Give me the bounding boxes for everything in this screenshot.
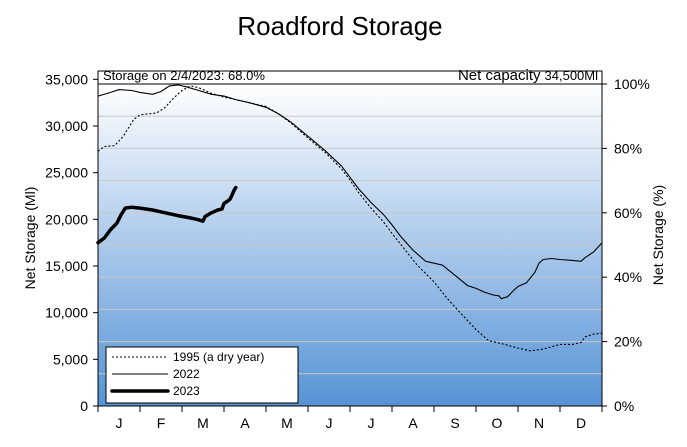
- legend-label: 2022: [173, 367, 200, 381]
- capacity-label: Net capacity: [458, 67, 541, 84]
- y-axis-label-left: Net Storage (Ml): [22, 187, 38, 290]
- chart-title: Roadford Storage: [237, 11, 442, 41]
- y-right-tick-label: 60%: [614, 205, 642, 221]
- y-axis-left: 0 5,000 10,000 15,000 20,000 25,000 30,000 35,0…: [45, 71, 98, 414]
- y-tick-label: 10,000: [45, 305, 88, 321]
- y-tick-label: 35,000: [45, 71, 88, 87]
- y-tick-label: 25,000: [45, 165, 88, 181]
- x-tick-label: F: [157, 415, 166, 431]
- y-tick-label: 0: [80, 398, 88, 414]
- y-right-tick-label: 40%: [614, 269, 642, 285]
- x-tick-label: S: [450, 415, 459, 431]
- x-tick-label: A: [240, 415, 250, 431]
- x-tick-label: N: [534, 415, 544, 431]
- y-axis-right: 0% 20% 40% 60% 80% 100%: [602, 76, 650, 414]
- legend: 1995 (a dry year) 2022 2023: [105, 346, 299, 404]
- x-tick-label: J: [326, 415, 333, 431]
- x-tick-label: M: [281, 415, 293, 431]
- x-tick-label: D: [576, 415, 586, 431]
- series-group: [96, 84, 603, 352]
- legend-label: 2023: [173, 384, 200, 398]
- storage-annotation: Storage on 2/4/2023: 68.0%: [103, 68, 265, 83]
- series-line: [97, 84, 603, 300]
- y-tick-label: 30,000: [45, 118, 88, 134]
- x-tick-label: M: [197, 415, 209, 431]
- series-line: [97, 85, 603, 352]
- y-tick-label: 15,000: [45, 258, 88, 274]
- y-right-tick-label: 20%: [614, 334, 642, 350]
- capacity-value: 34,500Ml: [545, 68, 599, 83]
- y-axis-label-right: Net Storage (%): [650, 185, 666, 285]
- y-tick-label: 5,000: [53, 351, 88, 367]
- capacity-annotation: Net capacity 34,500Ml: [458, 67, 598, 84]
- y-tick-label: 20,000: [45, 211, 88, 227]
- y-right-tick-label: 100%: [614, 76, 650, 92]
- series-line: [96, 185, 238, 245]
- x-tick-label: J: [368, 415, 375, 431]
- x-tick-label: J: [116, 415, 123, 431]
- y-right-tick-label: 80%: [614, 140, 642, 156]
- x-tick-label: A: [408, 415, 418, 431]
- legend-box: [105, 346, 299, 404]
- x-tick-label: O: [492, 415, 503, 431]
- legend-label: 1995 (a dry year): [173, 350, 264, 364]
- y-right-tick-label: 0%: [614, 398, 634, 414]
